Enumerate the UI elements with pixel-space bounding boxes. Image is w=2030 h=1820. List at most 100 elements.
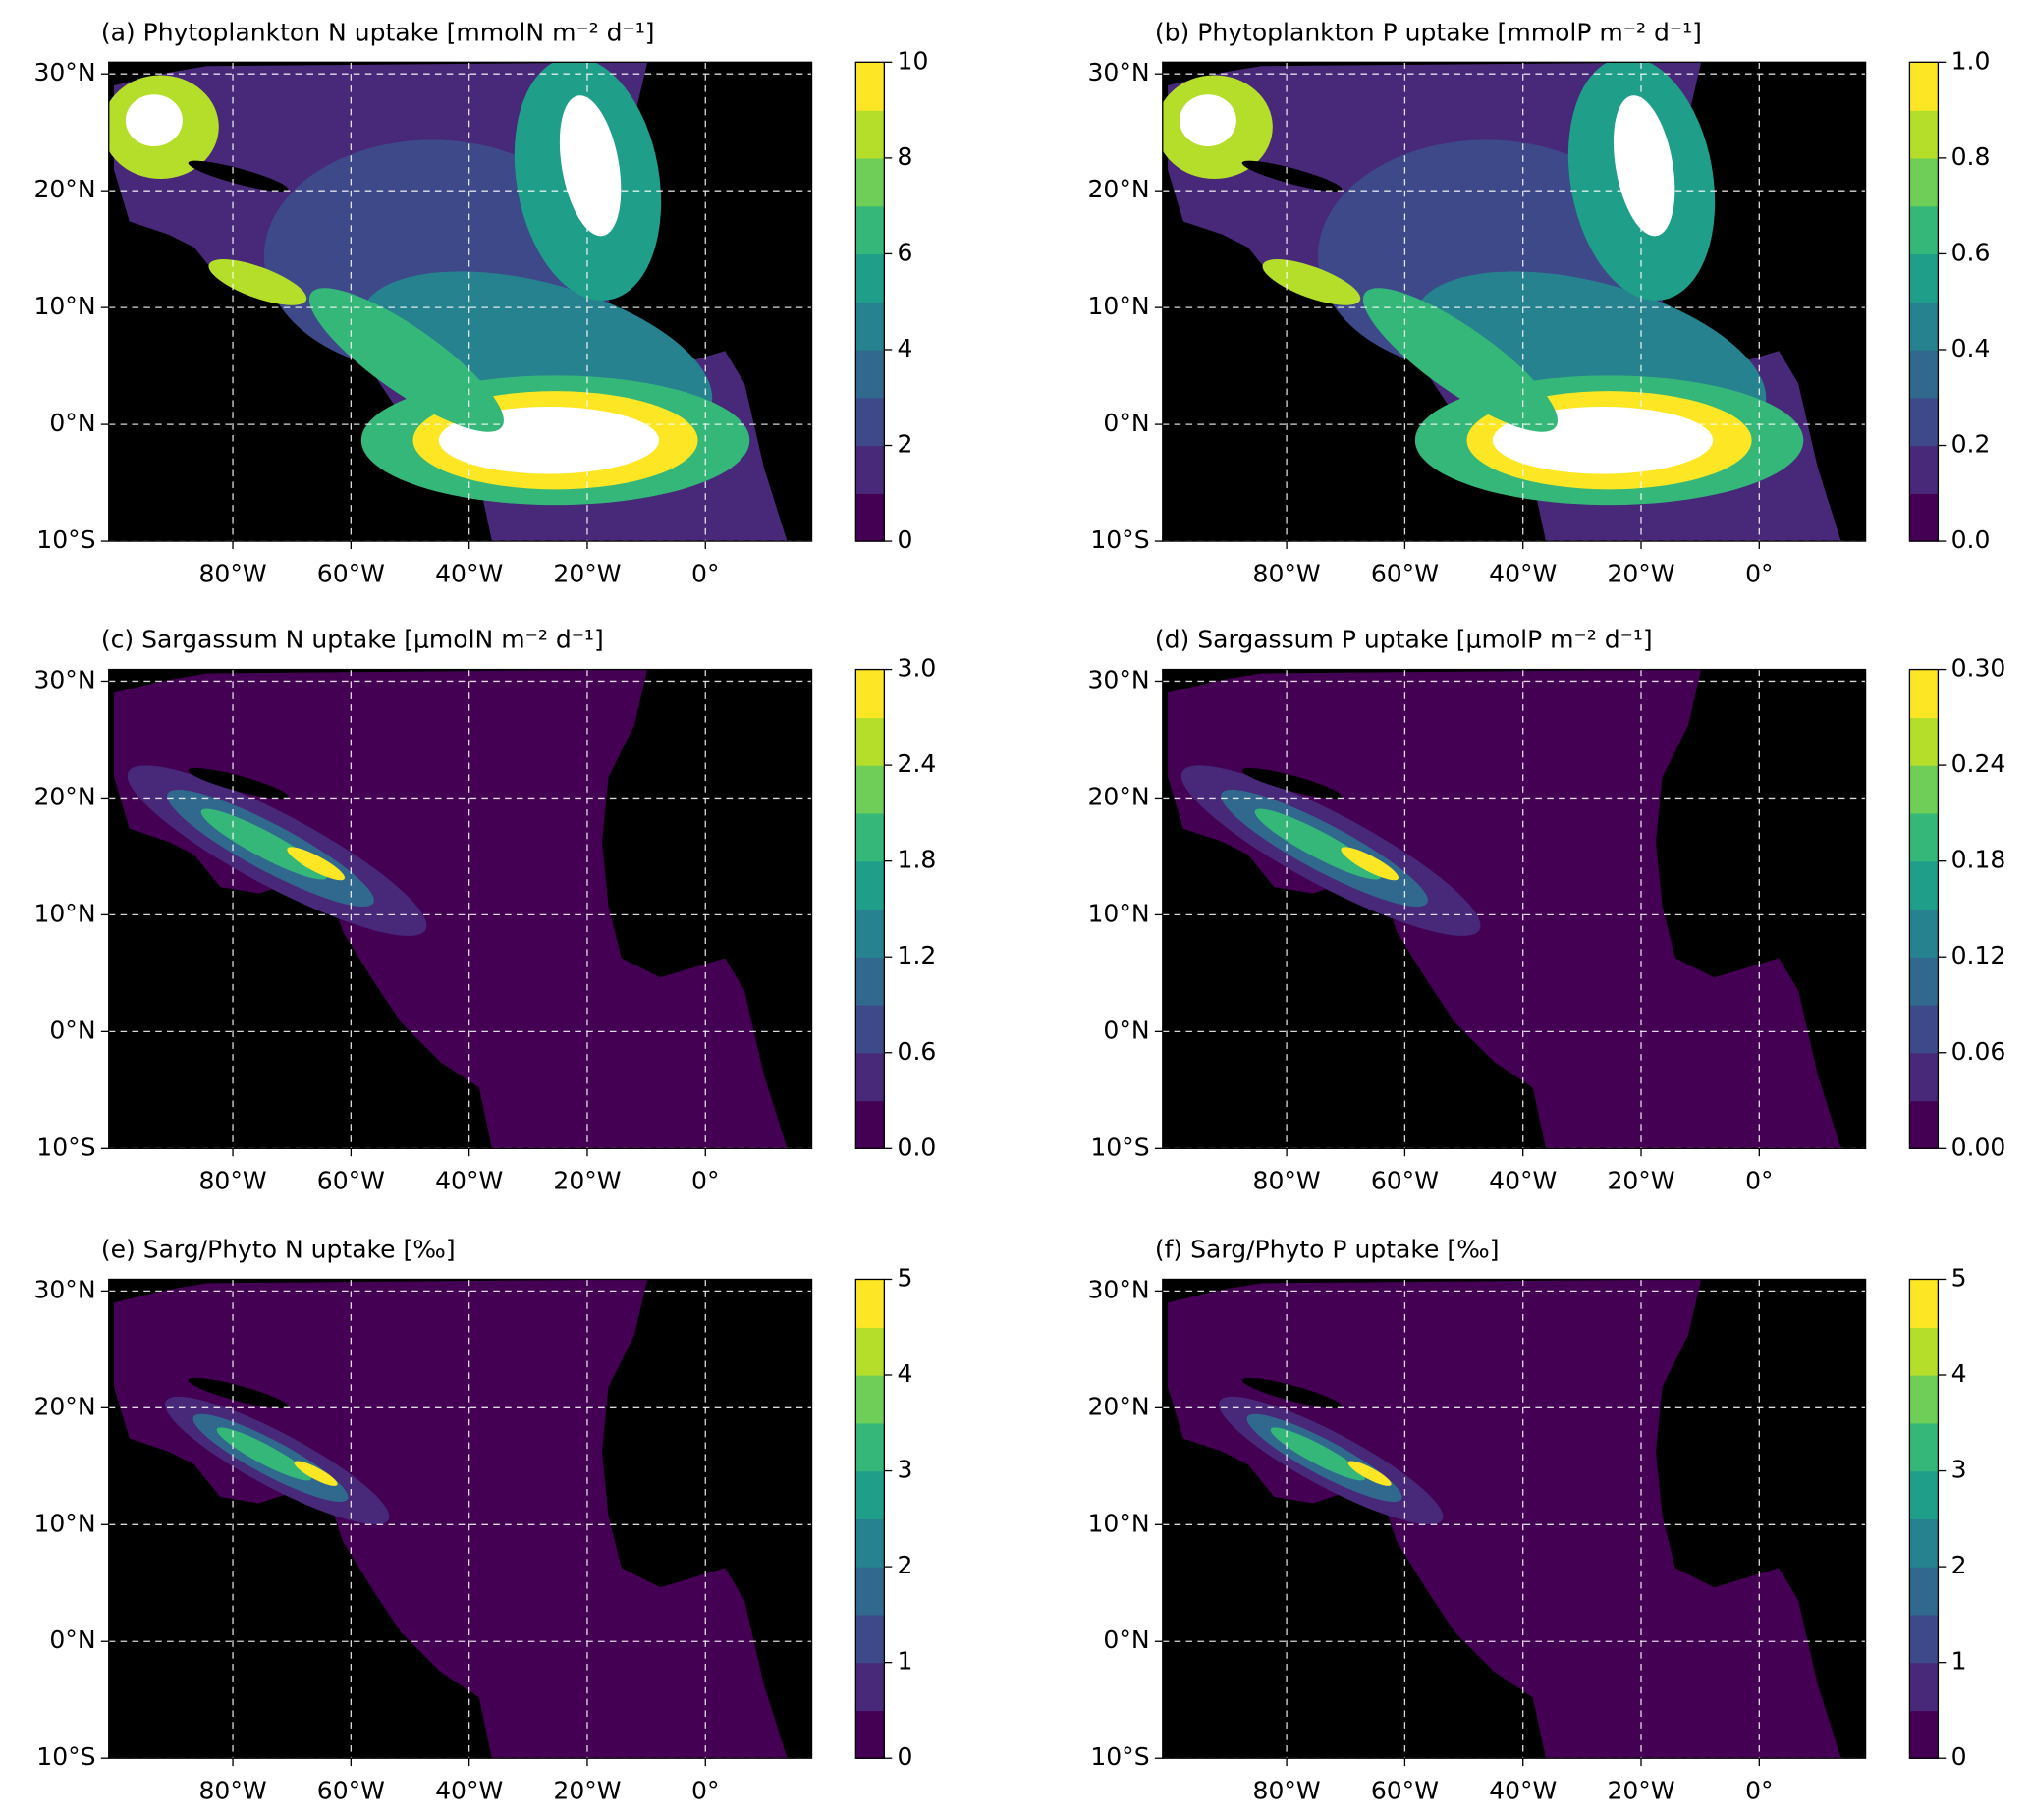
y-tick-label: 20°N — [1088, 175, 1150, 203]
colorbar-level — [1909, 1662, 1939, 1712]
colorbar-tick-label: 0 — [898, 525, 913, 554]
x-tick-label: 80°W — [198, 1167, 266, 1195]
map-frame — [108, 1278, 813, 1759]
colorbar-level — [1909, 493, 1939, 542]
colorbar-tick-label: 0.6 — [1951, 238, 1991, 266]
colorbar-tick-label: 0 — [898, 1742, 913, 1771]
x-tick-label: 40°W — [435, 1776, 503, 1804]
x-tick-label: 20°W — [1607, 1167, 1674, 1195]
colorbar-tick-label: 0.0 — [1951, 525, 1991, 554]
colorbar-frame — [854, 668, 886, 1149]
colorbar-level — [1909, 669, 1939, 719]
colorbar-tick-label: 0.2 — [1951, 430, 1991, 459]
x-tick-label: 80°W — [1253, 1776, 1321, 1804]
y-tick-label: 0°N — [1103, 1016, 1149, 1044]
colorbar-level — [1909, 1327, 1939, 1376]
colorbar-level — [855, 1279, 885, 1328]
field-contour — [1613, 95, 1675, 237]
colorbar-level — [1909, 253, 1939, 303]
island — [1241, 160, 1343, 192]
colorbar-tick-label: 0.30 — [1951, 654, 2006, 683]
panel-title: (f) Sarg/Phyto P uptake [‰] — [1155, 1235, 1500, 1263]
field-contour — [208, 259, 307, 305]
ocean — [114, 1279, 788, 1759]
colorbar-level — [855, 493, 885, 542]
island — [188, 767, 289, 800]
colorbar-level — [855, 1052, 885, 1102]
panel: (d) Sargassum P uptake [μmolP m⁻² d⁻¹] 80… — [1088, 626, 2006, 1195]
y-tick-label: 10°N — [1088, 1509, 1150, 1537]
island — [1241, 767, 1343, 800]
colorbar-level — [1909, 1518, 1939, 1568]
colorbar-tick-label: 6 — [898, 238, 913, 266]
colorbar-tick-label: 2.4 — [898, 749, 937, 778]
colorbar-tick-label: 1.8 — [898, 846, 937, 874]
field — [114, 1279, 788, 1759]
colorbar-frame — [854, 61, 886, 542]
colorbar-level — [855, 1100, 885, 1149]
colorbar-level — [1909, 157, 1939, 207]
colorbar-level — [1909, 1004, 1939, 1054]
colorbar-tick-label: 0.00 — [1951, 1132, 2006, 1161]
colorbar-level — [1909, 110, 1939, 159]
colorbar-level — [855, 157, 885, 207]
colorbar-level — [1909, 1052, 1939, 1102]
colorbar-level — [1909, 1710, 1939, 1759]
field-contour — [1262, 259, 1361, 305]
panel: (a) Phytoplankton N uptake [mmolN m⁻² d⁻… — [33, 18, 928, 587]
y-tick-label: 30°N — [33, 665, 95, 693]
colorbar-level — [855, 1710, 885, 1759]
colorbar-tick-label: 3 — [898, 1456, 913, 1484]
colorbar-level — [1909, 909, 1939, 958]
y-tick-label: 10°S — [36, 1132, 95, 1161]
colorbar-level — [1909, 765, 1939, 814]
colorbar-frame — [1908, 1278, 1940, 1759]
x-tick-label: 20°W — [553, 559, 621, 587]
colorbar-level — [855, 1567, 885, 1616]
field-contour — [287, 847, 345, 881]
map-frame — [108, 61, 813, 542]
x-tick-label: 60°W — [1371, 1776, 1439, 1804]
colorbar-level — [855, 62, 885, 111]
colorbar-tick-label: 0.06 — [1951, 1037, 2006, 1066]
y-tick-label: 10°S — [1090, 525, 1149, 554]
colorbar-level — [855, 860, 885, 910]
colorbar-level — [1909, 1279, 1939, 1328]
x-tick-label: 20°W — [1607, 559, 1674, 587]
island — [188, 160, 289, 192]
colorbar-level — [1909, 717, 1939, 766]
field-contour — [1347, 1461, 1392, 1486]
x-tick-label: 60°W — [1371, 1167, 1439, 1195]
y-tick-label: 10°S — [36, 1742, 95, 1771]
x-tick-label: 40°W — [435, 559, 503, 587]
y-tick-label: 20°N — [33, 1392, 95, 1420]
colorbar-level — [1909, 1100, 1939, 1149]
y-tick-label: 10°N — [33, 1509, 95, 1537]
colorbar-level — [1909, 957, 1939, 1006]
x-tick-label: 40°W — [1489, 1167, 1557, 1195]
x-tick-label: 20°W — [1607, 1776, 1674, 1804]
map-frame — [1162, 61, 1867, 542]
colorbar-level — [855, 909, 885, 958]
y-tick-label: 10°N — [1088, 292, 1150, 320]
y-tick-label: 10°S — [1090, 1132, 1149, 1161]
colorbar-level — [1909, 205, 1939, 255]
colorbar-level — [855, 1004, 885, 1054]
colorbar-level — [855, 765, 885, 814]
panel: (c) Sargassum N uptake [μmolN m⁻² d⁻¹] 80… — [33, 626, 936, 1195]
map-frame — [108, 668, 813, 1149]
island — [188, 1377, 289, 1409]
map-frame — [1162, 668, 1867, 1149]
y-tick-label: 20°N — [33, 175, 95, 203]
ocean — [114, 669, 788, 1149]
x-tick-label: 80°W — [1253, 559, 1321, 587]
x-tick-label: 60°W — [317, 559, 385, 587]
panel: (e) Sarg/Phyto N uptake [‰] 80°W 60°W 40°W 2… — [33, 1235, 912, 1804]
colorbar-tick-label: 0.8 — [1951, 142, 1991, 171]
x-tick-label: 0° — [1745, 1167, 1773, 1195]
x-tick-label: 0° — [691, 1776, 719, 1804]
field-contour — [1270, 1427, 1366, 1481]
colorbar-tick-label: 4 — [1951, 1359, 1967, 1388]
colorbar-tick-label: 0.12 — [1951, 941, 2006, 969]
